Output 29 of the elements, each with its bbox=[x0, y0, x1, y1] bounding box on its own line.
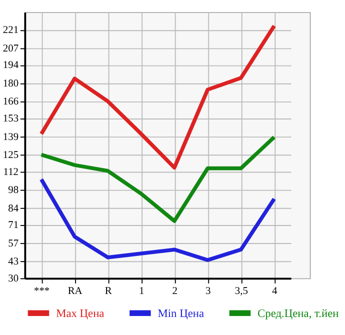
y-tick-label: 180 bbox=[2, 78, 19, 90]
y-tick-label: 43 bbox=[8, 256, 19, 268]
legend-label: Min Цена bbox=[158, 308, 204, 320]
y-tick-label: 207 bbox=[2, 43, 19, 54]
y-tick-label: 71 bbox=[8, 220, 19, 232]
y-tick-label: 153 bbox=[2, 114, 19, 125]
line-series bbox=[39, 135, 276, 223]
y-tick-label: 221 bbox=[2, 25, 19, 36]
y-tick-label: 30 bbox=[8, 274, 19, 285]
x-tick-label: 4 bbox=[272, 286, 278, 297]
legend-label: Max Цена bbox=[56, 308, 104, 320]
line-series bbox=[39, 177, 276, 262]
x-tick-label: R bbox=[104, 286, 112, 297]
y-tick-label: 125 bbox=[2, 150, 19, 161]
x-tick-label: 3 bbox=[206, 286, 211, 297]
y-tick-label: 57 bbox=[8, 238, 19, 250]
x-tick-label: RA bbox=[68, 286, 83, 297]
y-tick-label: 84 bbox=[8, 203, 20, 214]
x-tick-label: *** bbox=[34, 286, 50, 297]
y-tick-label: 166 bbox=[2, 96, 19, 108]
legend-label: Сред.Цена, т.йен bbox=[258, 308, 339, 320]
x-tick-label: 1 bbox=[139, 286, 144, 297]
x-tick-label: 2 bbox=[172, 286, 178, 297]
y-tick-label: 139 bbox=[2, 132, 19, 143]
x-tick-label: 3,5 bbox=[234, 286, 248, 297]
y-tick-label: 194 bbox=[2, 60, 20, 72]
y-tick-label: 112 bbox=[3, 166, 19, 178]
y-tick-label: 98 bbox=[8, 185, 19, 196]
line-series bbox=[39, 24, 276, 170]
